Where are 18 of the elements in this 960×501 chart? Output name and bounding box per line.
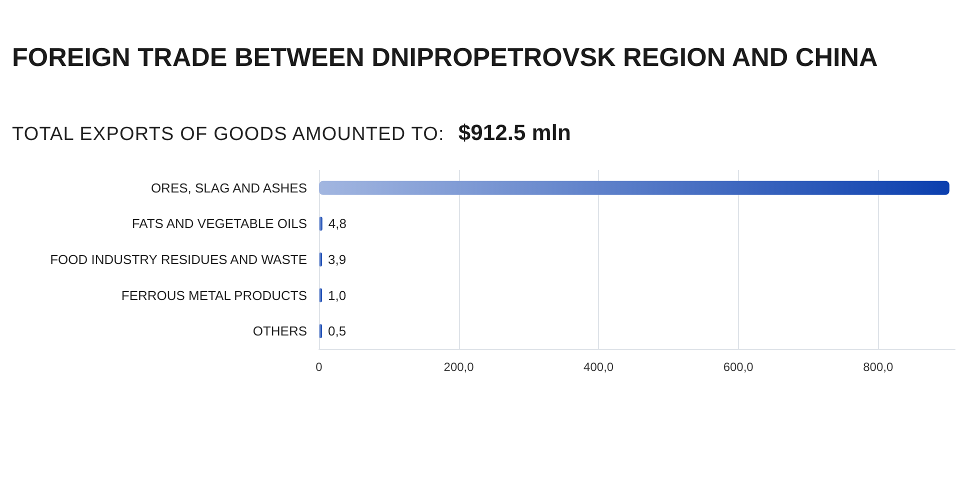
x-tick-label: 0 [316, 360, 323, 374]
y-tick-label: FERROUS METAL PRODUCTS [121, 288, 308, 303]
data-label: 3,9 [328, 252, 346, 267]
chart-title: FOREIGN TRADE BETWEEN DNIPROPETROVSK REGION AND CHINA [12, 42, 878, 73]
y-tick-label: ORES, SLAG AND ASHES [150, 180, 308, 196]
data-label: 0,5 [328, 324, 346, 339]
data-label: 1,0 [328, 288, 346, 303]
text: $912.5 mln [458, 120, 571, 146]
bar [319, 180, 950, 195]
x-tick-label: 800,0 [863, 360, 894, 374]
chart-subtitle: TOTAL EXPORTS OF GOODS AMOUNTED TO: [12, 124, 444, 146]
x-tick-label: 600,0 [723, 360, 754, 374]
x-tick-label: 400,0 [584, 360, 614, 374]
y-tick-label: FATS AND VEGETABLE OILS [132, 216, 308, 232]
data-label: 4,8 [328, 216, 346, 232]
y-tick-label: FOOD INDUSTRY RESIDUES AND WASTE [50, 252, 308, 267]
y-tick-label: OTHERS [252, 324, 308, 339]
x-tick-label: 200,0 [444, 360, 474, 374]
